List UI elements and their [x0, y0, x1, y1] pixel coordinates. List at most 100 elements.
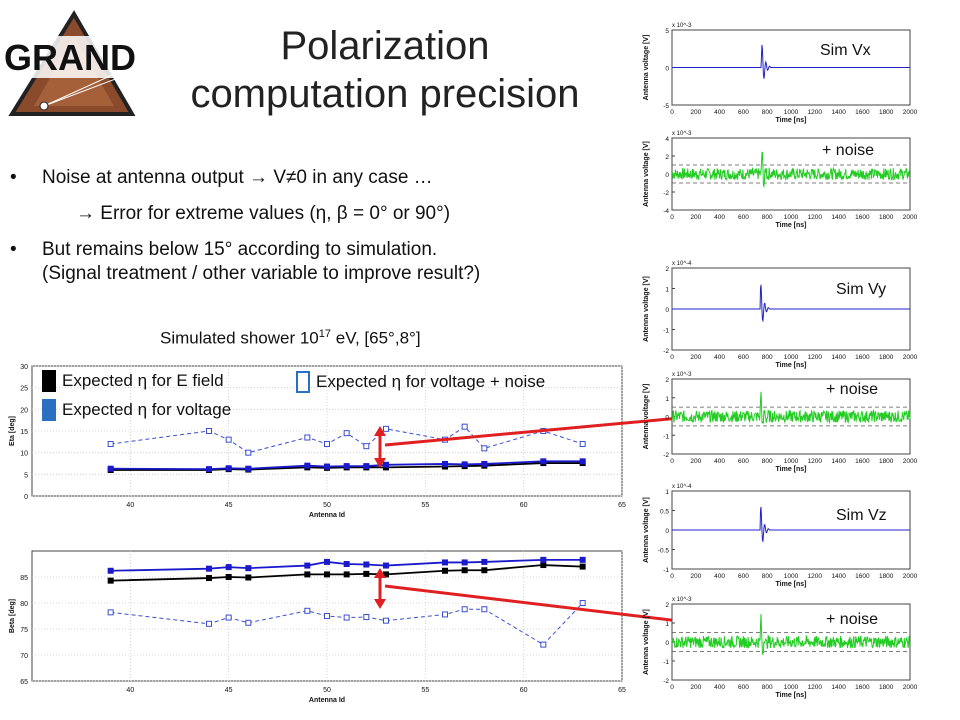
vy-clean-xtick-label: 1800	[879, 354, 894, 361]
beta-point-1	[442, 559, 448, 566]
eta-ytick-label: 20	[20, 407, 28, 414]
bullet-noise-text: Noise at antenna output → V≠0 in any cas…	[42, 167, 433, 188]
beta-xtick-label: 60	[520, 687, 528, 694]
vz-clean-xtick-label: 1800	[879, 573, 894, 580]
logo-text: GRAND	[4, 37, 136, 78]
legend-swatch-blue	[42, 399, 56, 421]
eta-point-2	[481, 445, 488, 452]
bullet-list: • Noise at antenna output → V≠0 in any c…	[10, 166, 636, 286]
beta-point-2	[107, 609, 114, 616]
vy-clean-xtick-label: 1000	[784, 354, 799, 361]
vx-clean-xtick-label: 400	[714, 109, 725, 116]
eta-point-1	[206, 466, 212, 473]
vx-clean-xtick-label: 1400	[831, 109, 846, 116]
vx-clean-waveform	[672, 44, 910, 79]
legend-voltage-noise-label: Expected η for voltage + noise	[316, 372, 546, 391]
vx-noise-xtick-label: 800	[762, 214, 773, 221]
eta-xtick-label: 60	[520, 502, 528, 509]
eta-gap-arrow-head-bottom	[374, 458, 386, 468]
vy-clean-ytick-label: 1	[665, 287, 669, 294]
eta-series-line-2	[110, 426, 583, 454]
vz-clean-ytick-label: 0.5	[660, 509, 669, 516]
eta-ytick-label: 5	[24, 472, 28, 479]
vz-clean-xtick-label: 800	[762, 573, 773, 580]
vz-clean-ytick-label: -1	[663, 567, 669, 574]
vz-noise-xtick-label: 800	[762, 684, 773, 691]
legend-e-field-label: Expected η for E field	[62, 371, 224, 390]
vy-noise-ytick-label: -2	[663, 452, 669, 459]
label-sim-vz: Sim Vz	[836, 507, 887, 524]
beta-point-2	[245, 619, 252, 626]
eta-point-2	[579, 441, 586, 447]
vz-noise-ytick-label: 1	[665, 621, 669, 628]
caption-sup: 17	[318, 328, 332, 340]
vx-noise-xtick-label: 2000	[903, 214, 918, 221]
beta-ylabel: Beta [deg]	[9, 599, 16, 633]
vy-noise-scale-label: x 10^-3	[672, 372, 692, 378]
label-noise-2: + noise	[826, 381, 879, 398]
legend-e-field: Expected η for E field	[42, 370, 224, 392]
label-noise-1: + noise	[822, 142, 875, 159]
vy-clean-ytick-label: -2	[663, 348, 669, 355]
beta-point-1	[225, 564, 232, 571]
vx-noise-xtick-label: 600	[738, 214, 749, 221]
title-line-2: computation precision	[190, 72, 580, 116]
vz-noise-scale-label: x 10^-3	[672, 597, 692, 603]
vx-clean-xtick-label: 1600	[855, 109, 870, 116]
beta-point-0	[579, 563, 586, 570]
logo-graphic: GRAND	[4, 10, 136, 116]
beta-point-2	[442, 611, 448, 618]
vy-clean-xtick-label: 0	[670, 354, 674, 361]
vy-clean-ylabel: Antenna voltage [V]	[643, 276, 650, 342]
beta-point-0	[540, 562, 547, 569]
eta-point-2	[107, 441, 114, 447]
bullet-remains-line1: But remains below 15° according to simul…	[42, 239, 438, 260]
beta-point-0	[324, 571, 330, 578]
eta-ytick-label: 30	[20, 364, 28, 371]
vz-noise-xtick-label: 1200	[808, 684, 823, 691]
grand-logo: GRAND	[4, 6, 136, 118]
eta-xlabel: Antenna Id	[309, 512, 345, 519]
vx-noise-xtick-label: 1600	[855, 214, 870, 221]
beta-point-2	[481, 606, 488, 613]
beta-point-2	[579, 600, 586, 606]
eta-point-2	[363, 443, 370, 450]
eta-point-1	[461, 461, 468, 468]
page-title: Polarization computation precision	[150, 22, 620, 118]
vy-noise-ytick-label: 1	[665, 396, 669, 403]
vz-clean-xtick-label: 1400	[831, 573, 846, 580]
vx-clean-ylabel: Antenna voltage [V]	[643, 35, 650, 101]
vy-clean-xtick-label: 200	[690, 354, 701, 361]
vx-noise-xtick-label: 0	[670, 214, 674, 221]
vx-noise-ytick-label: 0	[665, 172, 669, 179]
eta-series-line-1	[110, 460, 583, 471]
vx-clean-ytick-label: 0	[665, 66, 669, 73]
vy-clean-xtick-label: 2000	[903, 354, 918, 361]
vy-noise-xtick-label: 2000	[903, 458, 918, 465]
eta-point-2	[225, 436, 232, 443]
beta-point-0	[304, 571, 311, 578]
vx-noise-ytick-label: 4	[665, 136, 669, 143]
beta-point-0	[245, 574, 252, 581]
beta-point-1	[461, 559, 468, 566]
vx-noise-xlabel: Time [ns]	[776, 222, 807, 229]
vz-noise-xtick-label: 400	[714, 684, 725, 691]
beta-point-2	[343, 614, 350, 621]
eta-point-2	[343, 430, 350, 437]
vx-noise-scale-label: x 10^-3	[672, 131, 692, 137]
bullet-dot: •	[10, 167, 17, 188]
beta-point-1	[343, 561, 350, 567]
vz-noise-ytick-label: 2	[665, 602, 669, 609]
beta-point-1	[540, 556, 547, 563]
vz-clean-waveform	[672, 506, 910, 543]
vz-clean-xtick-label: 200	[690, 573, 701, 580]
beta-point-2	[540, 641, 547, 648]
vz-clean-ylabel: Antenna voltage [V]	[643, 497, 650, 563]
vx-noise-xtick-label: 1800	[879, 214, 894, 221]
eta-ylabel: Eta [deg]	[9, 416, 16, 446]
vy-noise-xtick-label: 1200	[808, 458, 823, 465]
sub-bullet-error: → Error for extreme values (η, β = 0° or…	[76, 203, 451, 224]
vz-noise-xtick-label: 200	[690, 684, 701, 691]
vy-clean-xtick-label: 400	[714, 354, 725, 361]
beta-point-1	[363, 561, 370, 568]
